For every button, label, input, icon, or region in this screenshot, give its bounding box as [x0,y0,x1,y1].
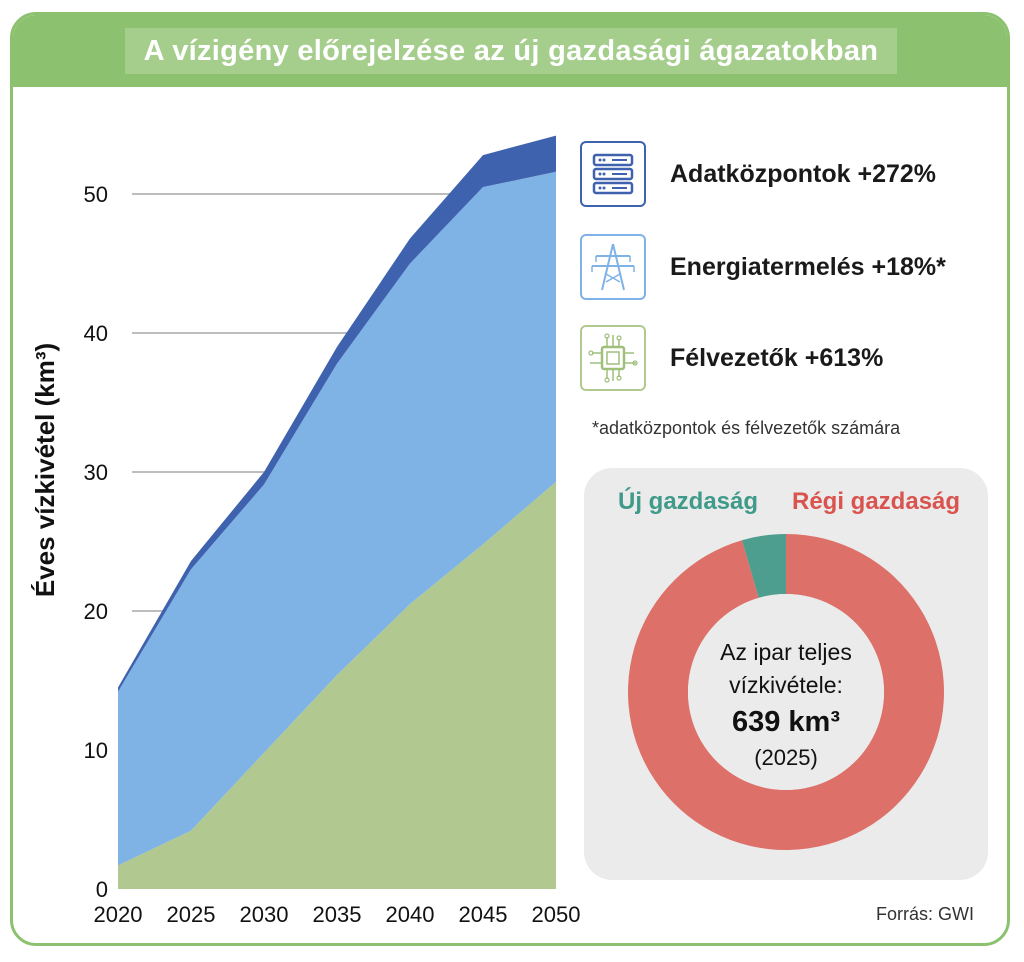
y-tick-label: 0 [96,877,108,902]
donut-center-line-1: Az ipar teljes [720,639,852,665]
x-tick-label: 2040 [386,902,435,927]
legend-label-adatkozpontok: Adatközpontok +272% [670,159,937,188]
y-tick-label: 20 [84,599,108,624]
x-tick-label: 2050 [532,902,581,927]
x-tick-label: 2025 [167,902,216,927]
donut-label-old-economy: Régi gazdaság [792,488,961,515]
microchip-icon [580,325,646,391]
x-tick-label: 2035 [313,902,362,927]
power-pylon-icon [580,234,646,300]
donut-center-line-2: vízkivétele: [729,672,843,698]
y-tick-label: 10 [84,738,108,763]
donut-center-text: Az ipar teljes vízkivétele: 639 km³ (202… [686,636,886,773]
legend-label-energiatermeles: Energiatermelés +18%* [670,252,946,281]
x-tick-label: 2045 [459,902,508,927]
y-tick-label: 40 [84,321,108,346]
donut-label-new-economy: Új gazdaság [618,488,759,515]
legend-item-adatkozpontok: Adatközpontok +272% [580,140,936,208]
footnote: *adatközpontok és félvezetők számára [592,418,901,438]
y-axis-label: Éves vízkivétel (km³) [30,343,60,597]
legend-label-felvezetok: Félvezetők +613% [670,343,884,372]
x-tick-label: 2030 [240,902,289,927]
header-bar: A vízigény előrejelzése az új gazdasági … [13,15,1007,87]
area-series-0 [118,481,556,889]
area-series-layer [118,135,556,889]
donut-center-year: (2025) [754,745,818,770]
page-title: A vízigény előrejelzése az új gazdasági … [125,28,897,74]
source-credit: Forrás: GWI [876,904,974,924]
y-tick-label: 50 [84,182,108,207]
legend-item-felvezetok: Félvezetők +613% [580,324,883,392]
area-series-1 [118,171,556,866]
donut-center-value: 639 km³ [731,706,840,738]
y-tick-label: 30 [84,460,108,485]
legend-item-energiatermeles: Energiatermelés +18%* [580,233,946,301]
server-rack-icon [580,141,646,207]
x-tick-label: 2020 [94,902,143,927]
